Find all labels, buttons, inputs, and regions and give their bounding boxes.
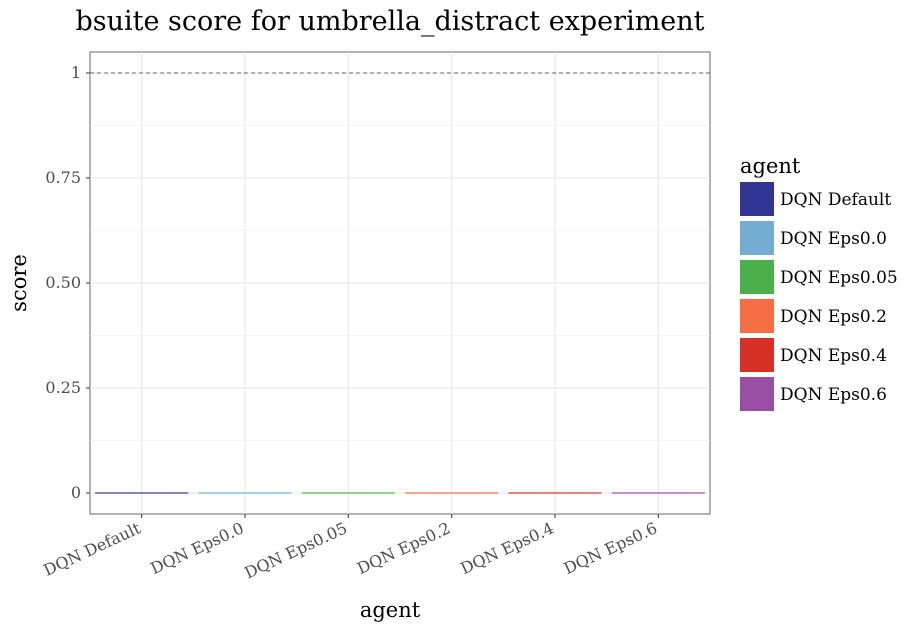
bar — [95, 492, 189, 494]
legend-label: DQN Default — [780, 190, 891, 210]
legend-swatch — [740, 182, 774, 216]
bar — [301, 492, 395, 494]
bar — [611, 492, 705, 494]
legend-swatch — [740, 377, 774, 411]
y-tick-label: 1 — [71, 63, 81, 82]
legend: DQN Default DQN Eps0.0 DQN Eps0.05 DQN Eps0… — [740, 182, 898, 411]
chart-title: bsuite score for umbrella_distract exper… — [75, 6, 704, 37]
x-tick-label: DQN Eps0.0 — [147, 518, 246, 578]
y-tick-label: 0.25 — [45, 378, 81, 397]
bar — [198, 492, 292, 494]
legend-swatch — [740, 260, 774, 294]
x-axis-title: agent — [360, 598, 421, 622]
x-tick-label: DQN Default — [40, 518, 143, 580]
legend-label: DQN Eps0.05 — [780, 268, 898, 288]
x-tick-label: DQN Eps0.4 — [457, 518, 556, 578]
legend-title: agent — [740, 154, 801, 178]
legend-label: DQN Eps0.0 — [780, 229, 887, 249]
y-tick-label: 0.75 — [45, 168, 81, 187]
legend-label: DQN Eps0.4 — [780, 346, 887, 366]
x-tick-label: DQN Eps0.05 — [242, 518, 350, 582]
y-tick-label: 0 — [71, 483, 81, 502]
x-tick-label: DQN Eps0.2 — [354, 518, 453, 578]
bar — [405, 492, 499, 494]
legend-swatch — [740, 338, 774, 372]
legend-label: DQN Eps0.6 — [780, 385, 887, 405]
legend-label: DQN Eps0.2 — [780, 307, 887, 327]
y-axis-ticks: 0 0.25 0.50 0.75 1 — [45, 63, 90, 502]
y-tick-label: 0.50 — [45, 273, 81, 292]
legend-swatch — [740, 299, 774, 333]
legend-swatch — [740, 221, 774, 255]
y-axis-title: score — [7, 254, 31, 312]
bar — [508, 492, 602, 494]
bars — [95, 492, 705, 494]
x-tick-label: DQN Eps0.6 — [561, 518, 660, 578]
